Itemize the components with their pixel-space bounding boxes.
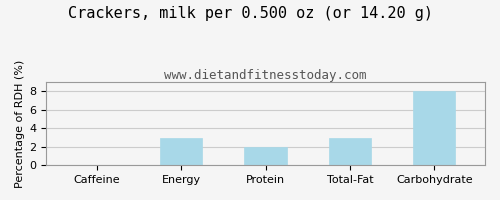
- Title: www.dietandfitnesstoday.com: www.dietandfitnesstoday.com: [164, 69, 367, 82]
- Y-axis label: Percentage of RDH (%): Percentage of RDH (%): [15, 60, 25, 188]
- Text: Crackers, milk per 0.500 oz (or 14.20 g): Crackers, milk per 0.500 oz (or 14.20 g): [68, 6, 432, 21]
- Bar: [160, 138, 202, 165]
- Bar: [413, 91, 456, 165]
- Bar: [329, 138, 371, 165]
- Bar: [244, 147, 286, 165]
